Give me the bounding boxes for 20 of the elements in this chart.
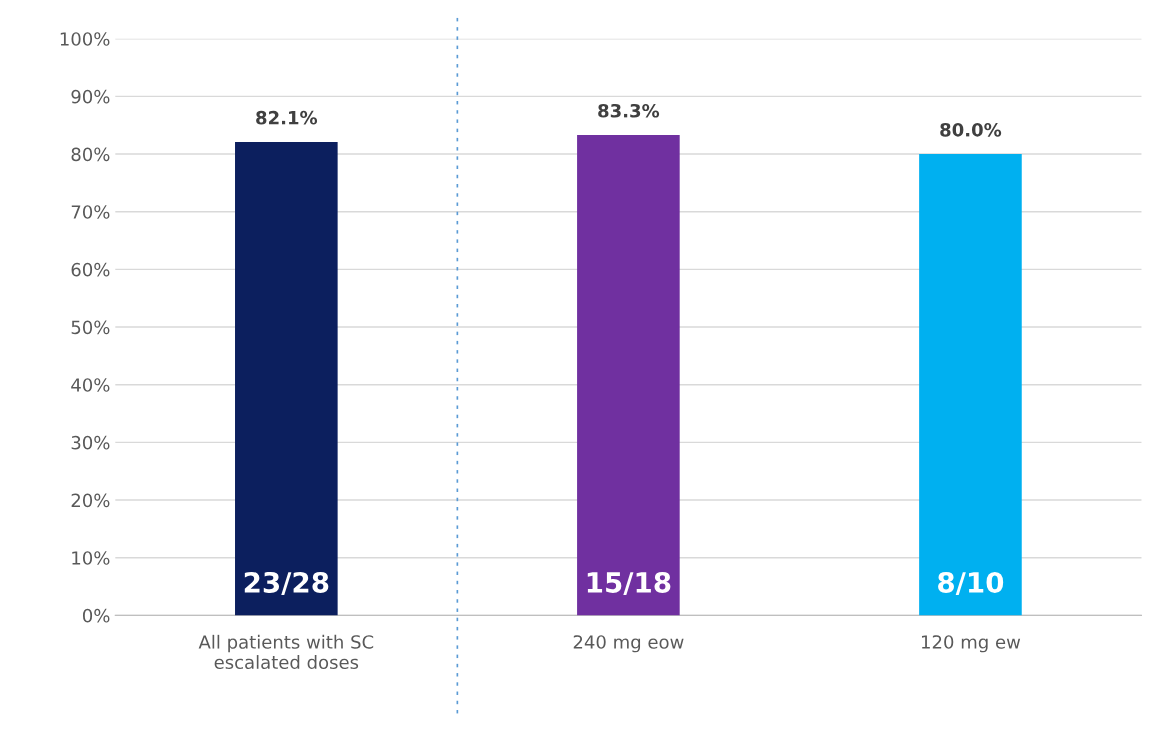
- annotation: 23/28: [244, 571, 329, 596]
- y-tick-label: 10%: [72, 551, 110, 565]
- y-tick-label: 0%: [82, 608, 110, 623]
- x-tick-label: All patients with SC escalated doses: [198, 634, 374, 670]
- annotation: 15/18: [587, 571, 671, 596]
- y-tick-label: 20%: [71, 493, 110, 508]
- y-tick-label: 30%: [71, 435, 110, 450]
- y-tick-label: 60%: [71, 262, 110, 277]
- data-label: 82.1%: [256, 110, 318, 125]
- y-tick-label: 100%: [60, 32, 110, 46]
- annotation: 8/10: [938, 571, 1004, 596]
- y-tick-label: 50%: [71, 320, 110, 335]
- data-label: 83.3%: [598, 103, 660, 118]
- y-tick-label: 80%: [71, 147, 110, 162]
- y-tick-label: 90%: [71, 89, 110, 104]
- y-tick-label: 70%: [71, 205, 110, 219]
- data-label: 80.0%: [940, 122, 1002, 137]
- x-tick-label: 240 mg eow: [573, 635, 684, 653]
- y-tick-label: 40%: [71, 378, 110, 392]
- x-tick-label: 120 mg ew: [921, 635, 1021, 653]
